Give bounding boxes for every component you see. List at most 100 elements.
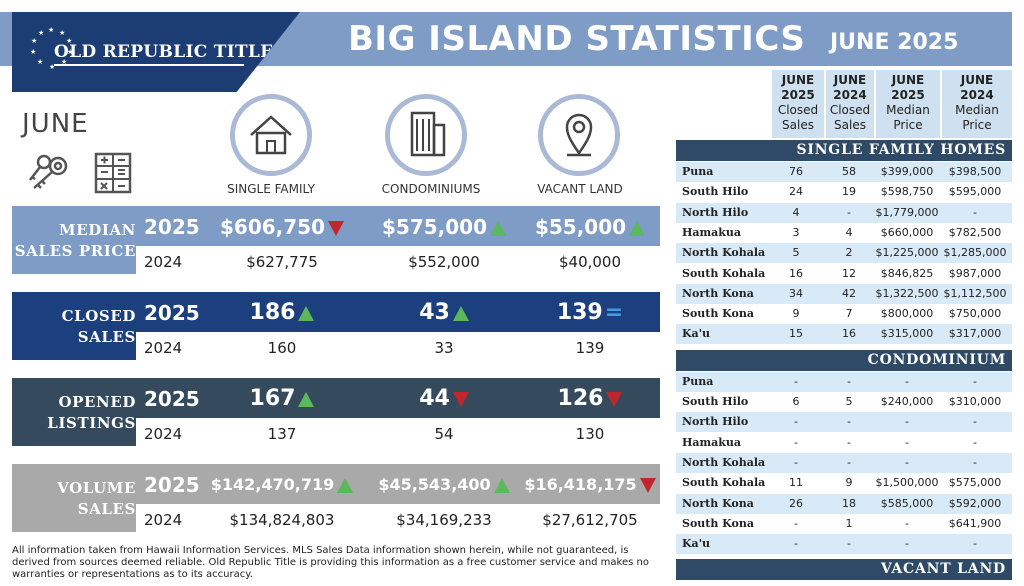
column-header-line: JUNE <box>833 73 867 87</box>
trend-down-icon <box>328 221 344 236</box>
table-value-cell: 2 <box>845 246 853 260</box>
table-value-cell: $585,000 <box>880 496 934 510</box>
year-prior: 2024 <box>144 511 183 529</box>
table-column-header: JUNE 2024 Closed Sales <box>826 70 874 138</box>
stat-value-2025: $142,470,719 <box>182 470 382 500</box>
table-value-cell: 24 <box>789 185 803 199</box>
table-value-cell: 42 <box>842 286 856 300</box>
trend-up-icon <box>629 221 646 236</box>
stat-value-2024: 130 <box>575 425 605 443</box>
table-row: Ka'u 15 16 $315,000 $317,000 <box>676 324 1012 345</box>
table-value-cell: 4 <box>845 225 853 239</box>
year-current: 2025 <box>144 215 200 239</box>
disclaimer: All information taken from Hawaii Inform… <box>12 545 649 580</box>
stat-value-text: $142,470,719 <box>210 475 335 494</box>
table-value-cell: - <box>794 374 798 388</box>
table-row: North Kona 26 18 $585,000 $592,000 <box>676 493 1012 514</box>
table-value-cell: - <box>847 374 851 388</box>
year-prior: 2024 <box>144 425 183 443</box>
table-row: North Kohala 5 2 $1,225,000 $1,285,000 <box>676 243 1012 264</box>
table-value-cell: - <box>905 374 909 388</box>
year-prior: 2024 <box>144 339 183 357</box>
stat-value-2025: 167 <box>182 384 382 414</box>
stat-label-line: VOLUME <box>57 479 136 497</box>
table-value-cell: - <box>973 435 977 449</box>
table-row: Ka'u - - - - <box>676 534 1012 555</box>
table-row: South Kohala 11 9 $1,500,000 $575,000 <box>676 473 1012 493</box>
category-label-single-family: SINGLE FAMILY <box>227 182 315 196</box>
table-value-cell: - <box>847 205 851 219</box>
table-value-cell: $1,285,000 <box>943 246 1007 260</box>
table-value-cell: 15 <box>789 327 803 341</box>
column-header-line: 2025 <box>781 88 815 102</box>
table-section-header: VACANT LAND <box>676 559 1012 581</box>
table-value-cell: - <box>847 415 851 429</box>
table-value-cell: - <box>973 455 977 469</box>
stat-value-text: 43 <box>419 300 450 325</box>
table-value-cell: 16 <box>789 266 803 280</box>
table-value-cell: $310,000 <box>948 395 1002 408</box>
stat-band-prior-row <box>12 418 660 446</box>
table-row: South Kona 9 7 $800,000 $750,000 <box>676 304 1012 324</box>
stat-value-text: 186 <box>249 300 296 325</box>
table-row: Hamakua - - - - <box>676 433 1012 453</box>
table-value-cell: - <box>973 415 977 429</box>
stat-band-header <box>12 292 660 332</box>
table-area-cell: North Kona <box>682 496 754 510</box>
vacant-land-circle <box>538 94 620 176</box>
table-row: South Hilo 6 5 $240,000 $310,000 <box>676 392 1012 412</box>
stat-value-2024: $27,612,705 <box>542 511 638 529</box>
table-area-cell: South Kona <box>682 307 754 321</box>
svg-text:★: ★ <box>30 48 36 56</box>
stat-value-text: $55,000 <box>534 215 627 239</box>
stat-value-2025: 186 <box>182 298 382 328</box>
stat-value-2025: 139= <box>490 298 690 328</box>
column-header-line: Sales <box>834 118 866 132</box>
column-header-line: Price <box>962 118 992 132</box>
stat-value-2024: $40,000 <box>558 253 622 271</box>
logo: ★ ★ ★ ★ ★ ★ ★ ★ ★ ★ OLD REPUBLIC TITLE <box>12 12 300 92</box>
table-value-cell: 58 <box>842 165 856 178</box>
table-row: Hamakua 3 4 $660,000 $782,500 <box>676 223 1012 243</box>
building-icon <box>410 111 446 157</box>
svg-text:★: ★ <box>37 58 43 66</box>
stat-value-text: 44 <box>419 386 450 411</box>
table-value-cell: 7 <box>845 307 853 321</box>
svg-text:★: ★ <box>48 26 54 34</box>
logo-underline <box>54 64 244 66</box>
table-value-cell: - <box>905 516 909 530</box>
table-value-cell: $595,000 <box>948 185 1002 199</box>
svg-text:★: ★ <box>49 63 55 71</box>
stat-value-2025: $606,750 <box>182 212 382 242</box>
column-header-line: 2025 <box>891 88 925 102</box>
table-row: South Hilo 24 19 $598,750 $595,000 <box>676 182 1012 202</box>
table-value-cell: 76 <box>789 165 803 178</box>
stat-label: MEDIAN SALES PRICE <box>12 220 136 262</box>
table-area-cell: Puna <box>682 165 714 178</box>
stat-value-2025: $575,000 <box>344 212 544 242</box>
table-value-cell: 3 <box>792 225 800 239</box>
table-value-cell: - <box>973 374 977 388</box>
table-value-cell: $315,000 <box>880 327 934 341</box>
stat-band: MEDIAN SALES PRICE 2025 2024 $606,750 $627,77… <box>12 206 660 274</box>
table-value-cell: $846,825 <box>880 266 934 280</box>
svg-text:★: ★ <box>59 29 65 37</box>
trend-up-icon <box>452 305 469 321</box>
stat-value-text: $16,418,175 <box>524 475 637 494</box>
svg-text:★: ★ <box>61 58 67 66</box>
page-title: BIG ISLAND STATISTICS <box>348 19 806 59</box>
table-area-cell: Ka'u <box>682 327 711 341</box>
table-value-cell: 1 <box>845 516 853 530</box>
table-value-cell: $240,000 <box>880 395 934 408</box>
stat-band: VOLUME SALES 2025 2024 $142,470,719 $134,824,… <box>12 464 660 532</box>
table-column-header: JUNE 2025 Median Price <box>876 70 940 138</box>
table-value-cell: 9 <box>845 476 853 490</box>
stat-value-text: $575,000 <box>381 215 487 239</box>
trend-down-icon <box>639 478 656 493</box>
table-value-cell: $987,000 <box>948 266 1002 280</box>
table-area-cell: North Hilo <box>682 415 749 429</box>
stat-value-2024: 33 <box>434 339 454 357</box>
column-header-line: Median <box>886 103 930 117</box>
year-current: 2025 <box>144 301 200 325</box>
table-area-cell: South Kohala <box>682 476 766 490</box>
